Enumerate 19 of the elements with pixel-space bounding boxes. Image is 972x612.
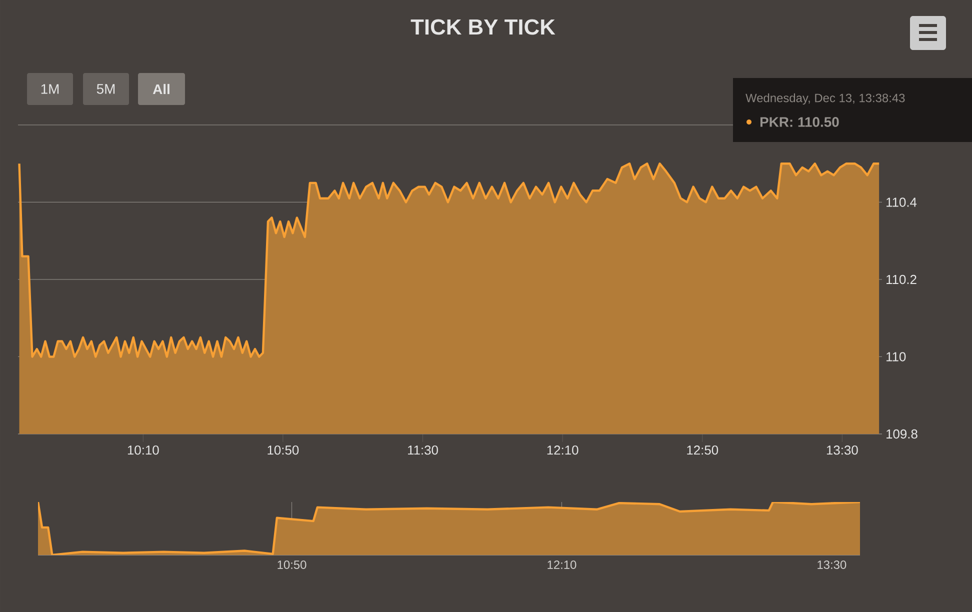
x-tick-label: 10:10 [128,446,159,455]
x-tick-label: 10:50 [268,446,299,455]
x-tick-label: 12:50 [687,446,718,455]
x-tick-label: 13:30 [826,446,858,455]
text: Wednesday, Dec 13, 13:38:43 [746,93,905,105]
y-tick-label: 110.2 [886,274,916,284]
y-tick-label: 110.4 [886,198,917,207]
y-tick-label: 110 [886,352,906,362]
text: 5M [96,84,115,94]
y-tick-label: 109.8 [886,429,918,439]
x-tick-label: 13:30 [818,560,846,569]
chart-title: TICK BY TICK [410,19,556,35]
annotation: PKR: 110.50 [760,117,839,127]
x-tick-label: 12:10 [547,446,578,455]
text: All [152,84,170,94]
x-tick-label: 11:30 [408,446,438,455]
text: 1M [41,84,59,94]
x-tick-label: 12:10 [548,560,576,569]
x-tick-label: 10:50 [278,560,306,569]
